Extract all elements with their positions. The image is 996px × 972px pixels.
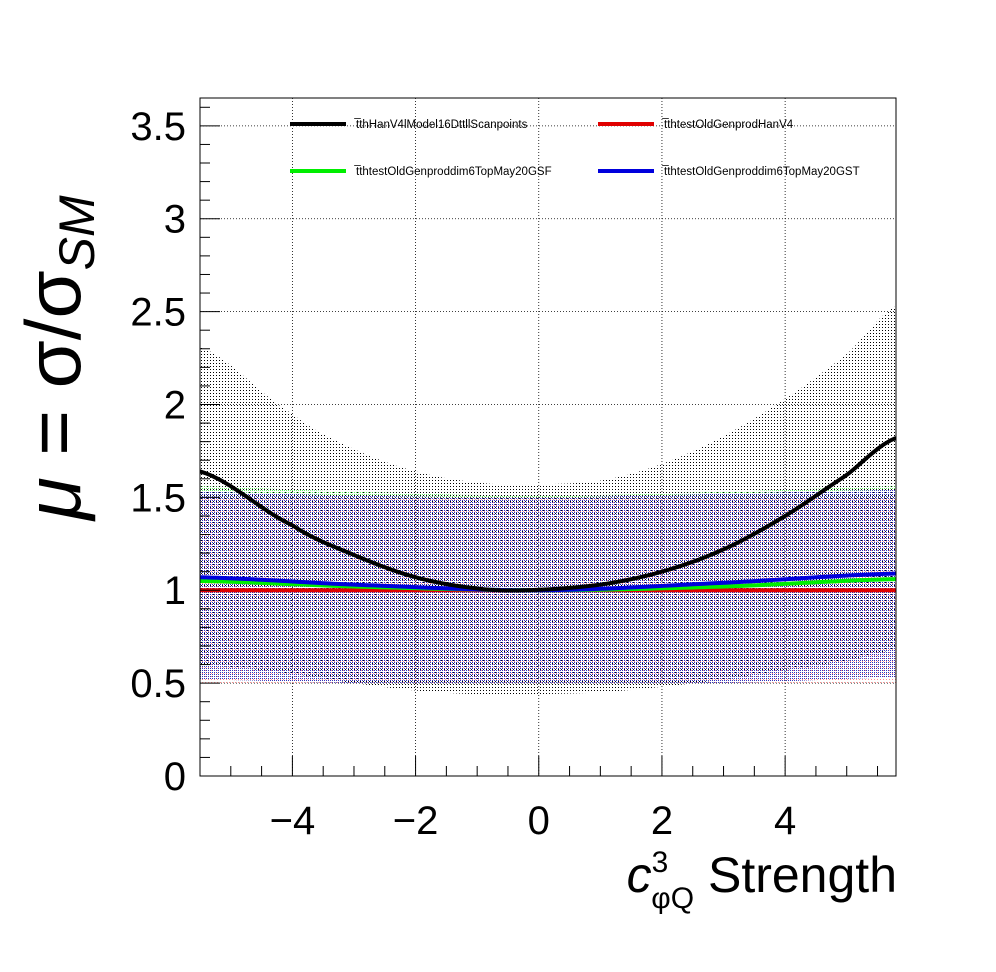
y-axis-label-sub: SM [49,195,105,270]
x-axis-label-sup: 3 [652,846,669,879]
y-tick-label: 1.5 [130,476,186,520]
y-tick-label: 3 [164,198,186,242]
x-axis-label: c3 φQ Strength [627,846,897,915]
x-axis-label-sub: φQ [651,882,694,915]
series-line-1 [200,436,896,593]
plot-frame [199,97,897,777]
y-tick-label: 1 [164,569,186,613]
legend-label: t̅thtestOldGenprodHanV4 [661,119,793,131]
legend-label: t̅thtestOldGenproddim6TopMay20GSF [353,166,551,178]
y-tick-label: 2 [164,383,186,427]
x-tick-label: −2 [393,799,439,843]
error-band-series-4 [200,489,896,684]
y-tick-label: 0.5 [130,662,186,706]
y-tick-label: 0 [164,755,186,799]
series-lines [200,436,896,593]
axis-ticks [199,106,879,777]
x-tick-label: −4 [270,799,316,843]
legend-label: t̅thtestOldGenproddim6TopMay20GST [661,166,859,178]
y-axis-label: μ = σ/σSM [9,195,105,522]
x-tick-label: 4 [774,799,796,843]
x-axis-label-symbol: c [627,847,652,903]
y-tick-label: 2.5 [130,291,186,335]
legend-label: t̅thHanV4lModel16DttllScanpoints [353,119,527,131]
y-axis-label-mu: μ [9,477,97,522]
x-tick-label: 0 [528,799,550,843]
y-tick-labels: 0 0.5 1 1.5 2 2.5 3 3.5 [130,105,186,799]
x-tick-label: 2 [651,799,673,843]
x-tick-labels: −4 −2 0 2 4 [270,799,797,843]
x-axis-label-text: Strength [694,847,897,903]
error-bands [200,306,896,695]
y-tick-label: 3.5 [130,105,186,149]
y-axis-label-eq: = σ/σ [9,270,97,477]
legend: t̅thHanV4lModel16DttllScanpoints t̅thtest… [290,119,860,178]
